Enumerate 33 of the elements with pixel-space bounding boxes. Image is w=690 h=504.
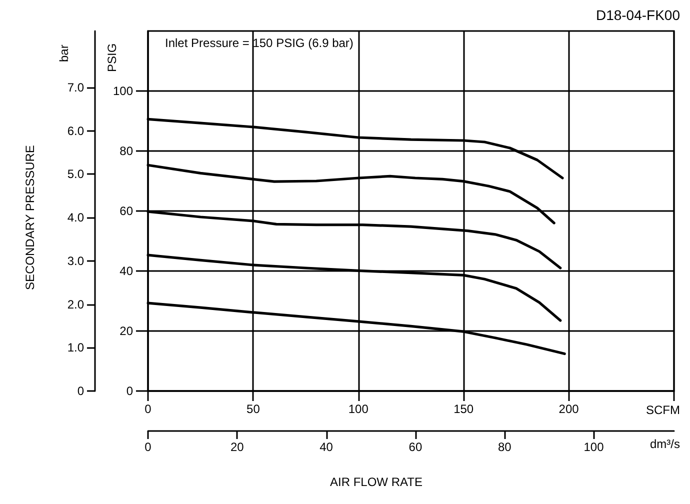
x-axis-title: SCFM (646, 403, 680, 417)
y-tick-label: 60 (120, 204, 134, 218)
x2-tick-label: 0 (144, 440, 152, 454)
x-tick-label: 0 (144, 402, 152, 416)
x2-tick-label: 60 (408, 440, 422, 454)
y2-tick-label: 0 (77, 384, 84, 398)
y2-tick-label: 5.0 (67, 167, 84, 182)
x-tick-label: 200 (558, 402, 580, 416)
y2-axis-title: bar (57, 44, 71, 62)
y2-tick-label: 6.0 (67, 124, 84, 138)
y-tick-label: 100 (112, 84, 134, 98)
y-tick-label: 0 (126, 384, 134, 398)
y2-tick-label: 4.0 (67, 210, 84, 225)
x-tick-label: 150 (454, 402, 474, 416)
x2-tick-label: 100 (584, 440, 604, 454)
y-tick-label: 40 (120, 264, 134, 278)
y2-tick-label: 1.0 (67, 340, 84, 355)
text: SECONDARY PRESSURE (23, 145, 37, 290)
y2-tick-label: 2.0 (67, 297, 84, 312)
text: D18-04-FK00 (596, 7, 680, 23)
x2-axis-title: dm³/s (650, 437, 680, 451)
x-tick-label: 50 (246, 402, 260, 416)
y-tick-label: 20 (120, 324, 134, 338)
y2-tick-label: 3.0 (67, 254, 84, 268)
y-axis-title: PSIG (105, 43, 119, 72)
x2-tick-label: 20 (230, 440, 244, 454)
y2-tick-label: 7.0 (67, 80, 84, 94)
text: AIR FLOW RATE (330, 475, 422, 489)
annotation: Inlet Pressure = 150 PSIG (6.9 bar) (165, 36, 354, 50)
x2-tick-label: 40 (320, 440, 334, 454)
x2-tick-label: 80 (498, 440, 512, 454)
x-tick-label: 100 (348, 402, 369, 416)
y-tick-label: 80 (120, 144, 134, 158)
